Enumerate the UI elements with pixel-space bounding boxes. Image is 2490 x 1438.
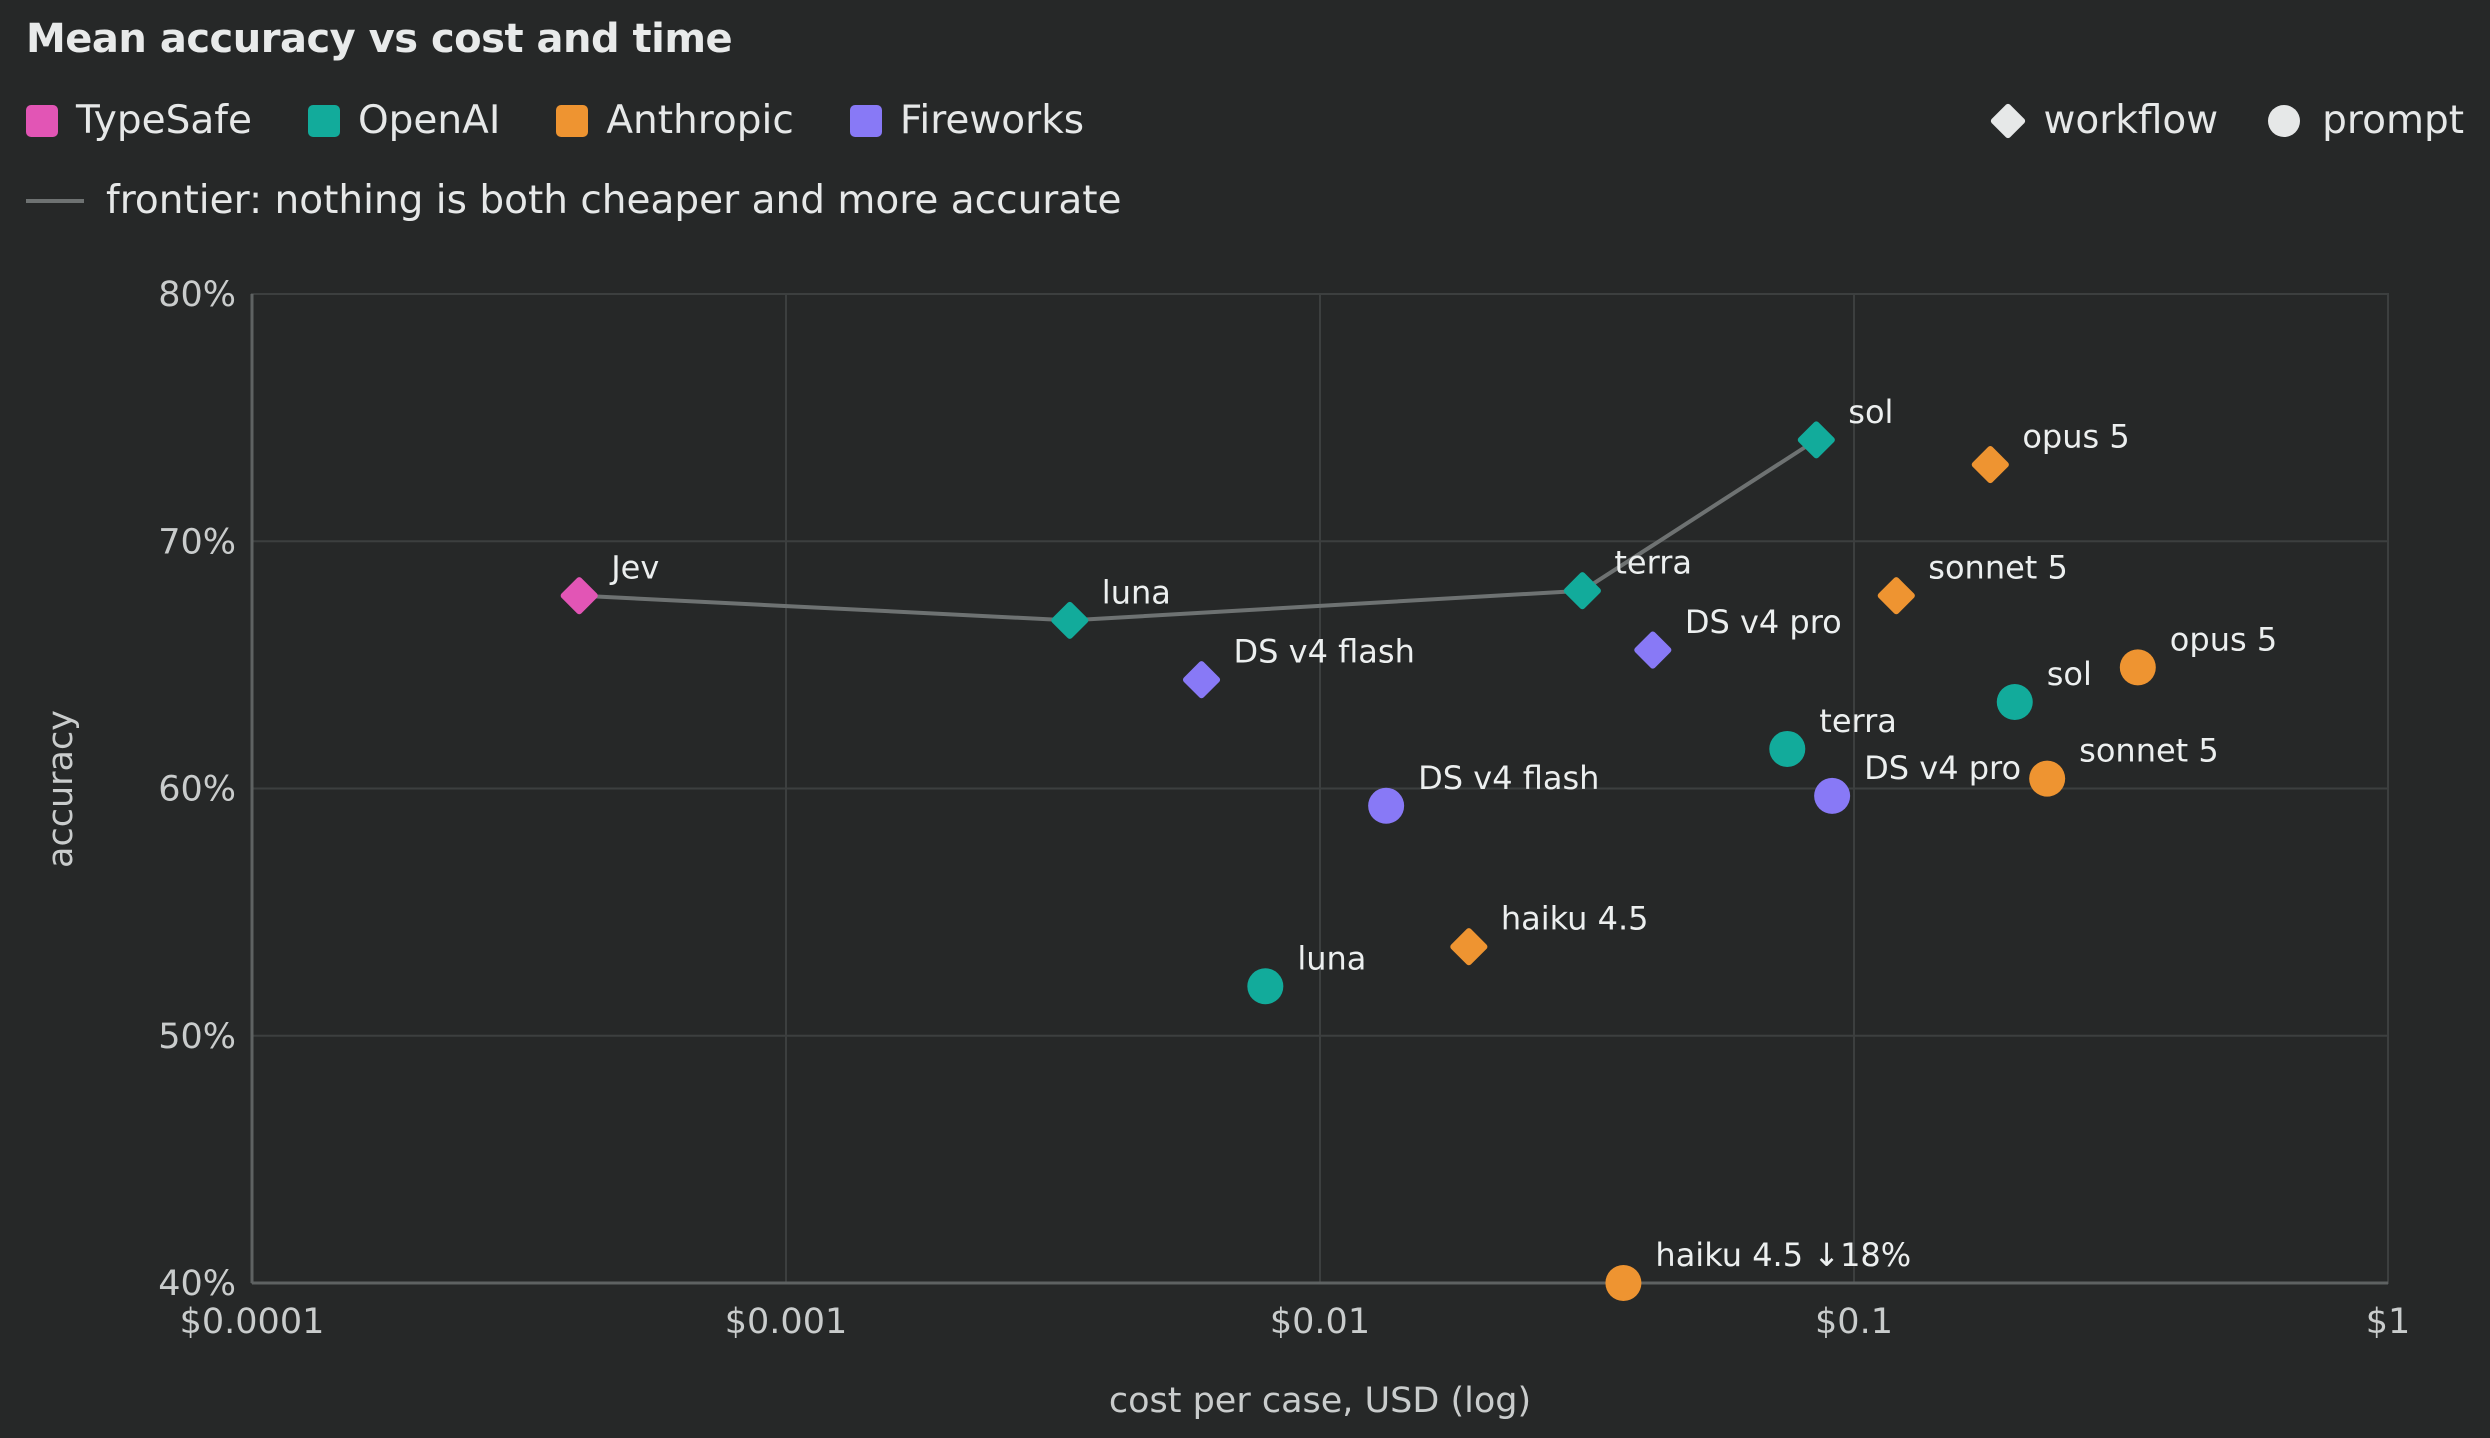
legend-item-fireworks[interactable]: Fireworks bbox=[849, 98, 1085, 143]
x-tick-labels: $0.0001 $0.001 $0.01 $0.1 $1 bbox=[180, 1302, 2411, 1342]
legend-item-prompt[interactable]: prompt bbox=[2268, 98, 2464, 143]
point-label: opus 5 bbox=[2170, 620, 2277, 658]
workflow-point[interactable] bbox=[1449, 927, 1489, 967]
point-label: sonnet 5 bbox=[2079, 732, 2219, 770]
chart-title: Mean accuracy vs cost and time bbox=[26, 16, 733, 62]
legend-swatch-typesafe bbox=[26, 104, 58, 137]
prompt-point[interactable] bbox=[1814, 777, 1851, 814]
point-label: haiku 4.5 bbox=[1501, 900, 1649, 938]
point-label: sol bbox=[1848, 393, 1893, 431]
legend-label: TypeSafe bbox=[76, 98, 252, 143]
workflow-point[interactable] bbox=[1633, 630, 1673, 670]
workflow-point[interactable] bbox=[1971, 445, 2011, 485]
point-labels: Jev luna DS v4 flash terra DS v4 pro sol opus … bbox=[609, 393, 2277, 1274]
legend-swatch-anthropic bbox=[556, 104, 589, 137]
x-tick-label: $1 bbox=[2366, 1302, 2411, 1342]
provider-legend: TypeSafe OpenAI Anthropic Fireworks bbox=[26, 98, 1084, 143]
x-tick-label: $0.0001 bbox=[180, 1302, 325, 1342]
point-label: DS v4 pro bbox=[1685, 603, 1842, 641]
point-label: sol bbox=[2047, 655, 2092, 693]
y-tick-label: 80% bbox=[158, 275, 236, 315]
x-tick-label: $0.001 bbox=[725, 1302, 847, 1342]
x-tick-label: $0.1 bbox=[1815, 1302, 1893, 1342]
data-points bbox=[559, 420, 2156, 1301]
point-label: luna bbox=[1297, 939, 1366, 977]
legend-swatch-openai bbox=[307, 104, 340, 137]
prompt-point[interactable] bbox=[2119, 649, 2156, 686]
legend-item-anthropic[interactable]: Anthropic bbox=[556, 98, 794, 143]
legend-swatch-fireworks bbox=[849, 104, 882, 137]
workflow-point[interactable] bbox=[1563, 571, 1603, 611]
y-axis-label: accuracy bbox=[41, 710, 81, 868]
point-label: DS v4 flash bbox=[1418, 759, 1599, 797]
point-label: terra bbox=[1614, 544, 1692, 582]
legend-item-frontier: frontier: nothing is both cheaper and mo… bbox=[26, 178, 1122, 223]
prompt-point[interactable] bbox=[1368, 787, 1405, 824]
legend-label: prompt bbox=[2322, 98, 2464, 143]
prompt-point[interactable] bbox=[1769, 730, 1806, 767]
shape-legend: workflow prompt bbox=[1990, 98, 2464, 143]
point-label: terra bbox=[1819, 702, 1897, 740]
point-label: DS v4 pro bbox=[1864, 749, 2021, 787]
x-tick-label: $0.01 bbox=[1270, 1302, 1370, 1342]
workflow-point[interactable] bbox=[1182, 660, 1222, 700]
circle-icon bbox=[2268, 104, 2301, 137]
y-tick-label: 60% bbox=[158, 770, 236, 810]
legend-item-openai[interactable]: OpenAI bbox=[307, 98, 501, 143]
y-tick-label: 40% bbox=[158, 1264, 236, 1304]
prompt-point[interactable] bbox=[1605, 1265, 1642, 1301]
point-label: sonnet 5 bbox=[1928, 549, 2068, 587]
workflow-point[interactable] bbox=[1876, 576, 1916, 616]
y-tick-labels: 40% 50% 60% 70% 80% bbox=[158, 275, 236, 1304]
point-label: Jev bbox=[609, 549, 659, 587]
y-tick-label: 70% bbox=[158, 522, 236, 562]
point-label: haiku 4.5 ↓18% bbox=[1655, 1236, 1911, 1274]
prompt-point[interactable] bbox=[2029, 760, 2066, 797]
x-axis-label: cost per case, USD (log) bbox=[1109, 1381, 1531, 1421]
point-label: opus 5 bbox=[2022, 418, 2129, 456]
frontier-legend: frontier: nothing is both cheaper and mo… bbox=[26, 178, 1122, 223]
legend-label: workflow bbox=[2043, 98, 2219, 143]
prompt-point[interactable] bbox=[1247, 968, 1284, 1005]
legend-label: Anthropic bbox=[606, 98, 794, 143]
prompt-point[interactable] bbox=[1996, 683, 2033, 720]
frontier-label: frontier: nothing is both cheaper and mo… bbox=[106, 178, 1122, 223]
frontier-line bbox=[579, 438, 1818, 623]
legend-item-workflow[interactable]: workflow bbox=[1990, 98, 2219, 143]
workflow-point[interactable] bbox=[1050, 601, 1090, 641]
legend-item-typesafe[interactable]: TypeSafe bbox=[26, 98, 252, 143]
point-label: DS v4 flash bbox=[1234, 633, 1415, 671]
workflow-point[interactable] bbox=[1797, 420, 1837, 460]
point-label: luna bbox=[1102, 573, 1171, 611]
frontier-line-swatch bbox=[26, 198, 84, 203]
workflow-point[interactable] bbox=[559, 576, 599, 616]
y-tick-label: 50% bbox=[158, 1017, 236, 1057]
legend-label: Fireworks bbox=[899, 98, 1085, 143]
legend-label: OpenAI bbox=[357, 98, 501, 143]
